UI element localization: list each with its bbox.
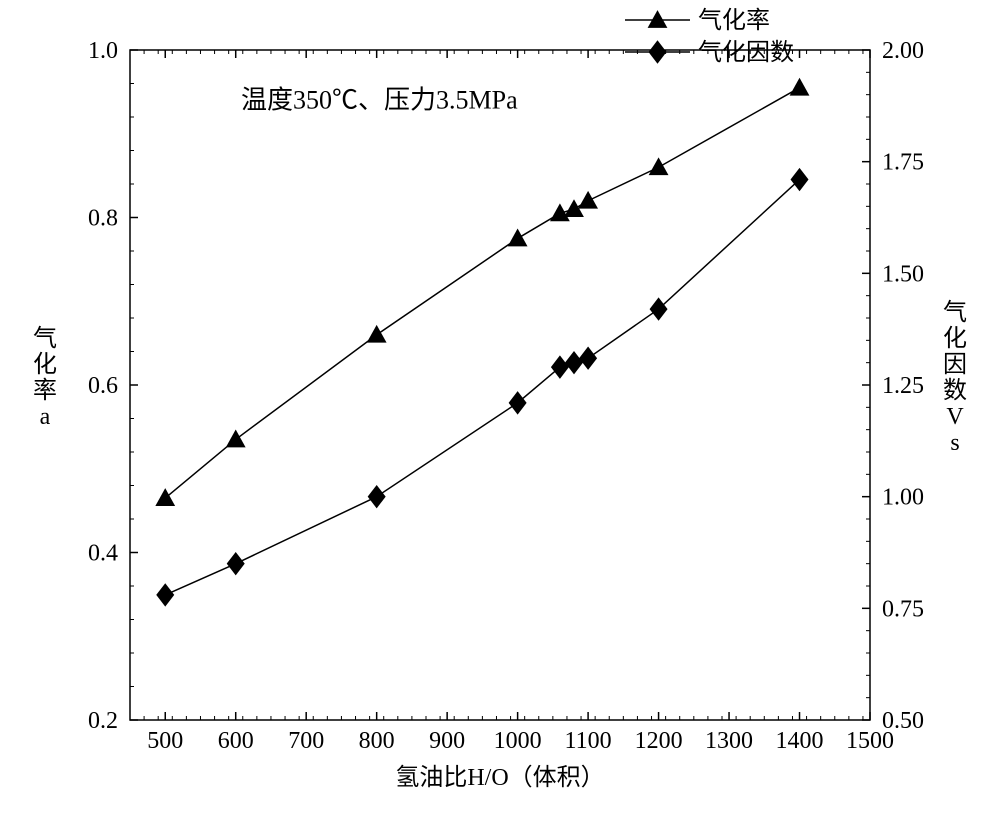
x-tick-label: 1400 [776, 728, 824, 754]
diamond-marker-icon [579, 347, 597, 370]
yr-tick-label: 1.75 [882, 150, 924, 176]
triangle-marker-icon [649, 157, 669, 175]
triangle-marker-icon [155, 488, 175, 506]
diamond-marker-icon [650, 297, 668, 320]
chart-container: 5006007008009001000110012001300140015000… [0, 0, 1000, 835]
diamond-marker-icon [551, 355, 569, 378]
plot-frame [130, 50, 870, 720]
yr-tick-label: 0.75 [882, 596, 924, 622]
x-tick-label: 1100 [565, 728, 612, 754]
y-right-title: 气化因数Vs [943, 299, 967, 456]
triangle-marker-icon [226, 430, 246, 448]
y-left-title: 气化率a [33, 325, 57, 430]
triangle-marker-icon [648, 10, 668, 28]
yl-tick-label: 0.6 [88, 373, 118, 399]
x-tick-label: 1200 [635, 728, 683, 754]
triangle-marker-icon [578, 191, 598, 209]
annotation-text: 温度350℃、压力3.5MPa [241, 86, 518, 115]
yl-tick-label: 0.4 [88, 541, 118, 567]
diamond-marker-icon [227, 552, 245, 575]
yr-tick-label: 1.00 [882, 485, 924, 511]
diamond-marker-icon [368, 485, 386, 508]
x-tick-label: 500 [147, 728, 183, 754]
diamond-marker-icon [509, 391, 527, 414]
legend-label: 气化因数 [698, 39, 794, 66]
diamond-marker-icon [156, 583, 174, 606]
x-axis-title: 氢油比H/O（体积） [395, 764, 604, 791]
diamond-marker-icon [791, 168, 809, 191]
yr-tick-label: 1.25 [882, 373, 924, 399]
yl-tick-label: 0.8 [88, 206, 118, 232]
yl-tick-label: 1.0 [88, 38, 118, 64]
yr-tick-label: 1.50 [882, 261, 924, 287]
x-tick-label: 900 [429, 728, 465, 754]
x-tick-label: 1000 [494, 728, 542, 754]
diamond-marker-icon [565, 351, 583, 374]
legend-label: 气化率 [698, 7, 770, 34]
yl-tick-label: 0.2 [88, 708, 118, 734]
yr-tick-label: 0.50 [882, 708, 924, 734]
x-tick-label: 800 [359, 728, 395, 754]
x-tick-label: 600 [218, 728, 254, 754]
series-line-s2 [165, 180, 799, 595]
yr-tick-label: 2.00 [882, 38, 924, 64]
chart-svg: 5006007008009001000110012001300140015000… [0, 0, 1000, 835]
triangle-marker-icon [508, 229, 528, 247]
triangle-marker-icon [790, 78, 810, 96]
triangle-marker-icon [367, 325, 387, 343]
x-tick-label: 700 [288, 728, 324, 754]
diamond-marker-icon [649, 40, 667, 63]
x-tick-label: 1300 [705, 728, 753, 754]
series-line-s1 [165, 88, 799, 498]
